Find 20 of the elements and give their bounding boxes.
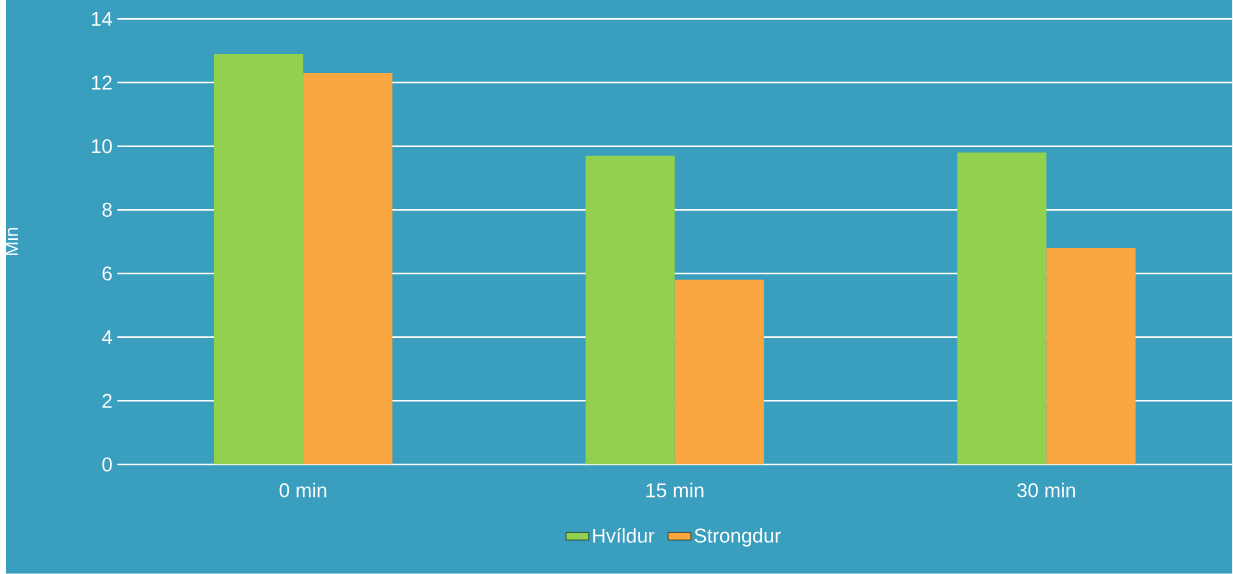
bar: [957, 152, 1047, 465]
y-tick-label: 14: [92, 12, 113, 26]
bar: [1046, 248, 1136, 465]
y-tick-label: 0: [102, 457, 112, 472]
y-axis-title: Min: [4, 227, 18, 256]
y-tick-label: 6: [102, 266, 112, 281]
y-tick-label: 8: [102, 202, 112, 217]
legend-label: Strongdur: [694, 528, 781, 547]
x-tick-label: 0 min: [279, 482, 327, 498]
x-tick-label: 15 min: [646, 482, 704, 498]
bar: [213, 53, 304, 465]
legend-label: Hvíldur: [593, 528, 655, 543]
bar: [585, 155, 675, 465]
x-tick-label: 30 min: [1017, 482, 1075, 498]
y-tick-label: 12: [92, 75, 112, 90]
y-tick-label: 2: [102, 393, 112, 408]
y-tick-label: 4: [102, 330, 113, 345]
bar: [674, 279, 764, 465]
bar: [303, 73, 393, 465]
y-tick-label: 10: [92, 139, 112, 154]
